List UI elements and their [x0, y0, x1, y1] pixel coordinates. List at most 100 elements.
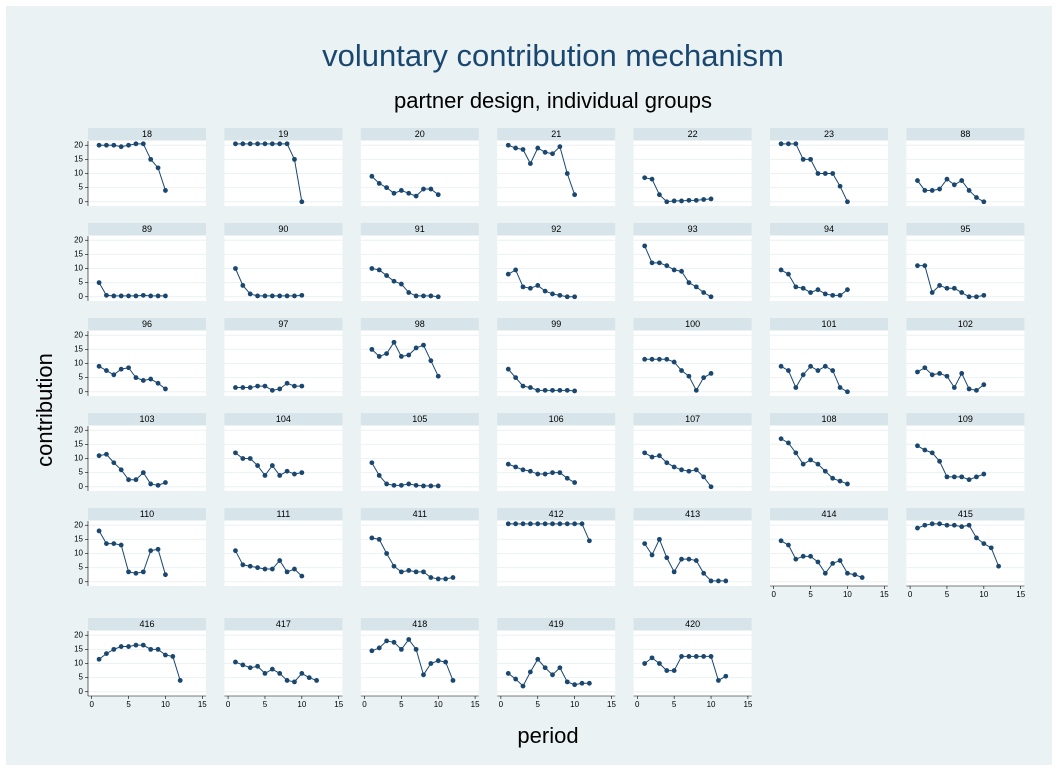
point	[527, 285, 533, 291]
point	[428, 661, 434, 666]
point	[959, 178, 965, 183]
point	[716, 578, 721, 584]
point	[376, 645, 382, 651]
point	[233, 141, 238, 147]
point	[778, 141, 784, 147]
point	[133, 375, 139, 381]
point	[148, 646, 154, 652]
point	[118, 467, 124, 473]
point	[299, 470, 305, 476]
point	[557, 292, 563, 298]
point	[398, 281, 404, 287]
point	[277, 558, 283, 563]
panel-title: 107	[685, 414, 700, 424]
point	[657, 453, 662, 459]
point	[822, 171, 828, 176]
panel-header	[360, 318, 479, 330]
point	[550, 521, 555, 527]
point	[527, 521, 533, 527]
point	[564, 171, 570, 176]
point	[693, 654, 699, 659]
point	[830, 171, 836, 176]
panel-title: 105	[412, 414, 427, 424]
panel-title: 108	[821, 414, 836, 424]
point	[428, 358, 434, 364]
point	[513, 145, 519, 151]
point	[915, 525, 920, 531]
point	[111, 460, 117, 466]
point	[564, 679, 570, 685]
point	[104, 451, 109, 457]
point	[974, 387, 979, 393]
point	[808, 553, 813, 559]
series-line	[371, 175, 439, 197]
x-tick-label: 0	[89, 700, 94, 709]
point	[564, 294, 570, 300]
y-tick-label: 20	[74, 425, 83, 434]
point	[922, 447, 928, 453]
x-tick-label: 0	[635, 700, 640, 709]
x-tick-label: 15	[607, 700, 616, 709]
point	[435, 294, 441, 300]
point	[852, 572, 858, 578]
panel-header	[770, 508, 888, 520]
point	[269, 387, 275, 393]
point	[830, 475, 836, 481]
point	[671, 569, 677, 575]
series-line	[780, 365, 848, 393]
y-tick-label: 5	[79, 183, 84, 192]
point	[299, 573, 305, 579]
series-line	[917, 178, 985, 203]
point	[284, 468, 290, 474]
point	[679, 198, 684, 204]
point	[535, 387, 541, 393]
x-tick-label: 0	[771, 590, 776, 599]
panel-header	[224, 508, 343, 520]
point	[406, 481, 412, 487]
panel-header	[360, 413, 479, 425]
point	[376, 473, 382, 478]
y-tick-label: 15	[74, 534, 83, 543]
y-tick-label: 0	[79, 577, 84, 586]
point	[937, 458, 942, 464]
point	[542, 288, 548, 294]
point	[126, 142, 131, 148]
panel-header	[633, 128, 752, 140]
point	[284, 293, 290, 299]
series-line	[99, 143, 166, 191]
panel-header	[497, 508, 616, 520]
point	[96, 363, 102, 369]
point	[406, 190, 412, 196]
point	[398, 354, 404, 359]
y-tick-label: 20	[74, 330, 83, 339]
point	[701, 290, 707, 295]
point	[520, 383, 526, 389]
point	[915, 369, 920, 375]
y-tick-label: 20	[74, 235, 83, 244]
point	[398, 569, 404, 575]
point	[542, 387, 548, 393]
x-tick-label: 5	[808, 590, 813, 599]
point	[557, 665, 563, 671]
point	[155, 165, 161, 171]
point	[800, 461, 806, 467]
point	[579, 680, 585, 686]
point	[277, 670, 283, 676]
x-tick-label: 5	[263, 700, 268, 709]
point	[133, 642, 139, 648]
point	[937, 370, 942, 376]
point	[649, 356, 655, 362]
point	[671, 464, 677, 470]
x-tick-label: 0	[362, 700, 367, 709]
panel-header	[770, 223, 888, 235]
point	[837, 478, 843, 484]
point	[686, 197, 692, 203]
point	[391, 639, 397, 645]
point	[369, 460, 375, 466]
point	[140, 292, 146, 298]
point	[664, 356, 670, 362]
point	[262, 473, 268, 478]
point	[542, 471, 548, 477]
x-tick-label: 5	[399, 700, 404, 709]
